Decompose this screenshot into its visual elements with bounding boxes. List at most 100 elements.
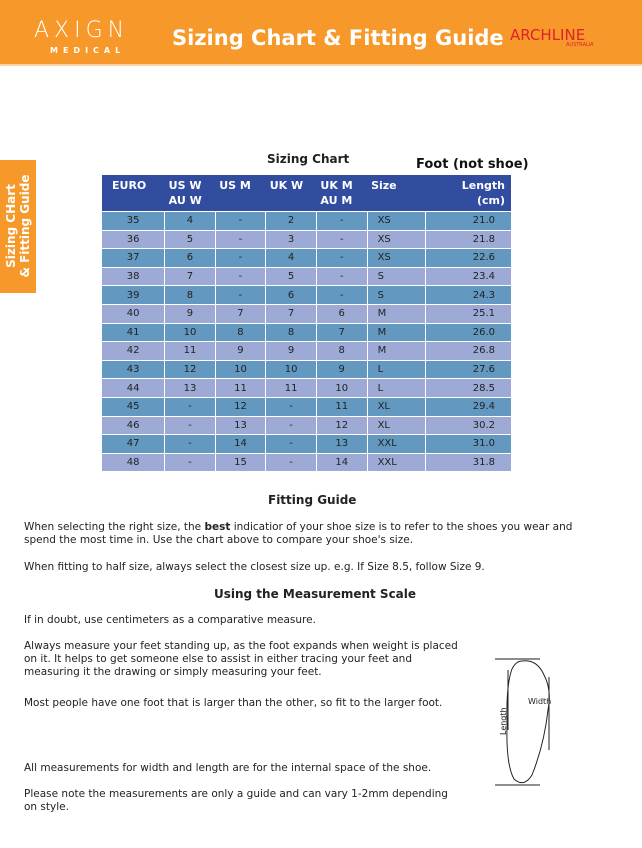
table-cell: 7 [164,267,216,286]
column-header: US M [219,179,251,192]
table-row: 41 10 8 8 7 M 26.0 [102,323,511,342]
table-cell: 29.4 [425,397,511,417]
fitting-paragraph-1: When selecting the right size, the best … [24,521,604,547]
table-cell: 13 [214,416,266,435]
table-cell: 13 [315,434,368,454]
table-cell: 46 [126,419,140,431]
table-cell: 9 [214,341,266,361]
table-cell: L [366,360,426,379]
table-cell: 8 [214,323,266,342]
archline-logo: ARCHLINE [510,26,586,44]
table-cell: XL [366,416,426,435]
table-cell: 26.0 [425,323,511,342]
table-cell: 6 [265,285,317,305]
table-row: 45-12-11 XL 29.4 [102,397,511,417]
table-cell: XXL [366,453,426,472]
measurement-title: Using the Measurement Scale [214,587,417,601]
width-label: Width [528,697,551,706]
length-label: Length [499,707,508,735]
table-row: 36 5-3- XS 21.8 [102,230,511,249]
table-cell: - [214,248,266,268]
table-cell: 8 [315,341,368,361]
column-header: EURO [112,179,147,192]
table-cell: XS [366,230,426,249]
table-cell: 39 [126,289,140,301]
measure-paragraph-2: Always measure your feet standing up, as… [24,640,458,678]
table-cell: 10 [315,378,368,398]
table-cell: 10 [265,360,317,379]
table-cell: 37 [126,252,140,264]
table-cell: 8 [164,285,216,305]
table-row: 44 13 11 11 10 L 28.5 [102,378,511,398]
table-cell: M [366,323,426,342]
table-row: 37 6-4- XS 22.6 [102,248,511,268]
text: indicatior of your shoe size is to refer… [24,521,573,546]
table-cell: 12 [214,397,266,417]
table-cell: XS [366,211,426,231]
table-cell: - [315,211,368,231]
table-cell: S [366,267,426,286]
table-row: 38 7-5- S 23.4 [102,267,511,286]
table-cell: XS [366,248,426,268]
table-cell: 45 [126,401,140,413]
table-cell: 4 [265,248,317,268]
table-cell: 11 [164,341,216,361]
table-cell: - [265,434,317,454]
table-cell: 5 [265,267,317,286]
table-cell: 12 [315,416,368,435]
table-cell: - [214,267,266,286]
table-cell: 15 [214,453,266,472]
table-cell: S [366,285,426,305]
table-cell: - [164,416,216,435]
table-cell: 7 [315,323,368,342]
archline-logo-sub: AUSTRALIA [566,42,594,48]
table-cell: 21.8 [425,230,511,249]
column-header: US W AU W [168,179,202,207]
table-cell: 27.6 [425,360,511,379]
foot-not-shoe-note: Foot (not shoe) [416,157,529,172]
measure-paragraph-4: All measurements for width and length ar… [24,762,432,774]
measure-paragraph-5: Please note the measurements are only a … [24,788,448,813]
table-cell: 36 [126,233,140,245]
table-cell: - [315,267,368,286]
sizing-chart-title: Sizing Chart [267,152,350,166]
table-cell: 38 [126,271,140,283]
table-row: 47-14-13 XXL 31.0 [102,434,511,454]
table-cell: - [315,230,368,249]
table-cell: - [214,230,266,249]
table-row: 46-13-12 XL 30.2 [102,416,511,435]
table-cell: 25.1 [425,304,511,324]
table-row: 35 4-2- XS 21.0 [102,211,511,231]
column-header: UK W [269,179,304,192]
table-row: 43 12 10 10 9 L 27.6 [102,360,511,379]
table-cell: 9 [265,341,317,361]
table-cell: 3 [265,230,317,249]
table-cell: M [366,341,426,361]
side-tab-line1: Sizing CHart [4,184,18,268]
table-cell: 11 [265,378,317,398]
table-cell: 10 [164,323,216,342]
table-cell: 30.2 [425,416,511,435]
table-cell: 21.0 [425,211,511,231]
table-cell: 14 [214,434,266,454]
side-tab-line2: & Fitting Guide [18,174,32,278]
table-header-row: EURO US W AU W US M UK W UK M AU M Size Length (c… [102,175,511,212]
table-cell: M [366,304,426,324]
axign-logo: AXIGN [34,18,130,43]
foot-measurement-diagram: Length Width [495,658,551,786]
measure-paragraph-1: If in doubt, use centimeters as a compar… [24,614,316,626]
table-cell: 13 [164,378,216,398]
table-cell: 41 [126,326,140,338]
table-cell: - [164,397,216,417]
table-cell: 2 [265,211,317,231]
table-cell: 24.3 [425,285,511,305]
column-header: UK M AU M [320,179,353,207]
table-cell: - [164,434,216,454]
table-cell: 12 [164,360,216,379]
table-cell: 11 [315,397,368,417]
table-cell: - [164,453,216,472]
table-cell: 11 [214,378,266,398]
side-tab: Sizing CHart & Fitting Guide [0,160,36,293]
text: When selecting the right size, the [24,521,205,533]
table-cell: L [366,378,426,398]
